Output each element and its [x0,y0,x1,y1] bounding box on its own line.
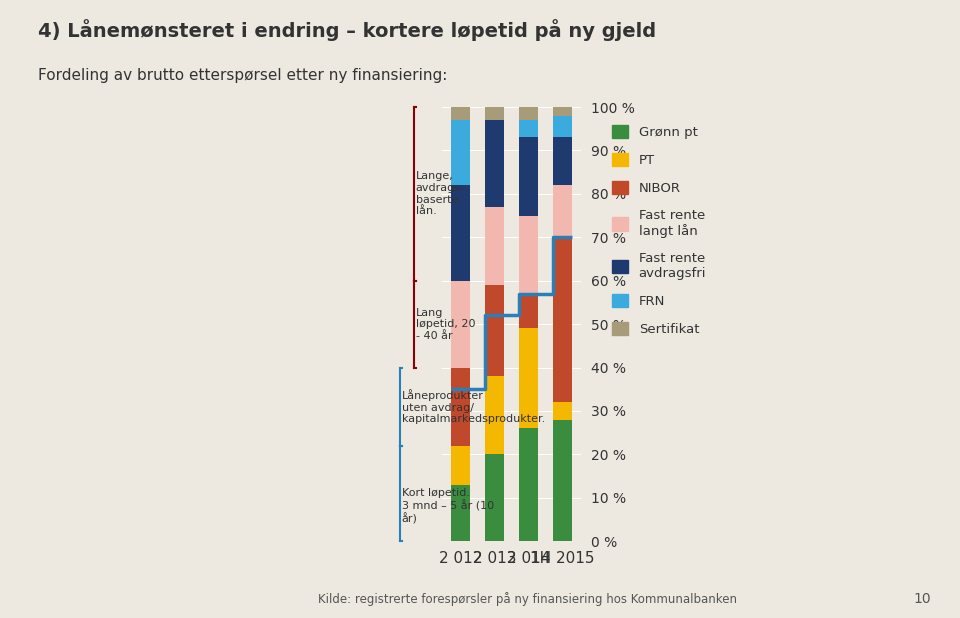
Bar [485,376,504,454]
Bar [519,107,538,120]
Bar [519,294,538,328]
Bar [485,285,504,376]
Bar [519,328,538,428]
Bar [519,120,538,137]
Bar [451,107,470,120]
Text: Lang
løpetid, 20
- 40 år: Lang løpetid, 20 - 40 år [416,308,475,341]
Bar [451,281,470,368]
Bar [451,185,470,281]
Bar [485,454,504,541]
Bar [451,120,470,185]
Text: 4) Lånemønsteret i endring – kortere løpetid på ny gjeld: 4) Lånemønsteret i endring – kortere løp… [38,19,657,41]
Bar [553,402,571,420]
Bar [485,120,504,207]
Bar [451,446,470,485]
Text: Låneprodukter
uten avdrag/
kapitalmarkedsprodukter.: Låneprodukter uten avdrag/ kapitalmarked… [401,389,545,424]
Bar [485,207,504,285]
Legend: Grønn pt, PT, NIBOR, Fast rente
langt lån, Fast rente
avdragsfri, FRN, Sertifika: Grønn pt, PT, NIBOR, Fast rente langt lå… [606,118,712,342]
Bar [553,185,571,237]
Bar [553,420,571,541]
Bar [451,368,470,446]
Bar [485,107,504,120]
Bar [553,107,571,116]
Bar [451,485,470,541]
Text: Fordeling av brutto etterspørsel etter ny finansiering:: Fordeling av brutto etterspørsel etter n… [38,68,447,83]
Bar [553,237,571,402]
Bar [519,137,538,216]
Text: Kilde: registrerte forespørsler på ny finansiering hos Kommunalbanken: Kilde: registrerte forespørsler på ny fi… [319,591,737,606]
Bar [553,116,571,137]
Bar [519,428,538,541]
Bar [553,137,571,185]
Bar [519,216,538,294]
Text: Kort løpetid.
3 mnd – 5 år (10
år): Kort løpetid. 3 mnd – 5 år (10 år) [401,488,493,525]
Text: 10: 10 [914,591,931,606]
Text: Lange,
avdrags-
baserte
lån.: Lange, avdrags- baserte lån. [416,171,465,216]
